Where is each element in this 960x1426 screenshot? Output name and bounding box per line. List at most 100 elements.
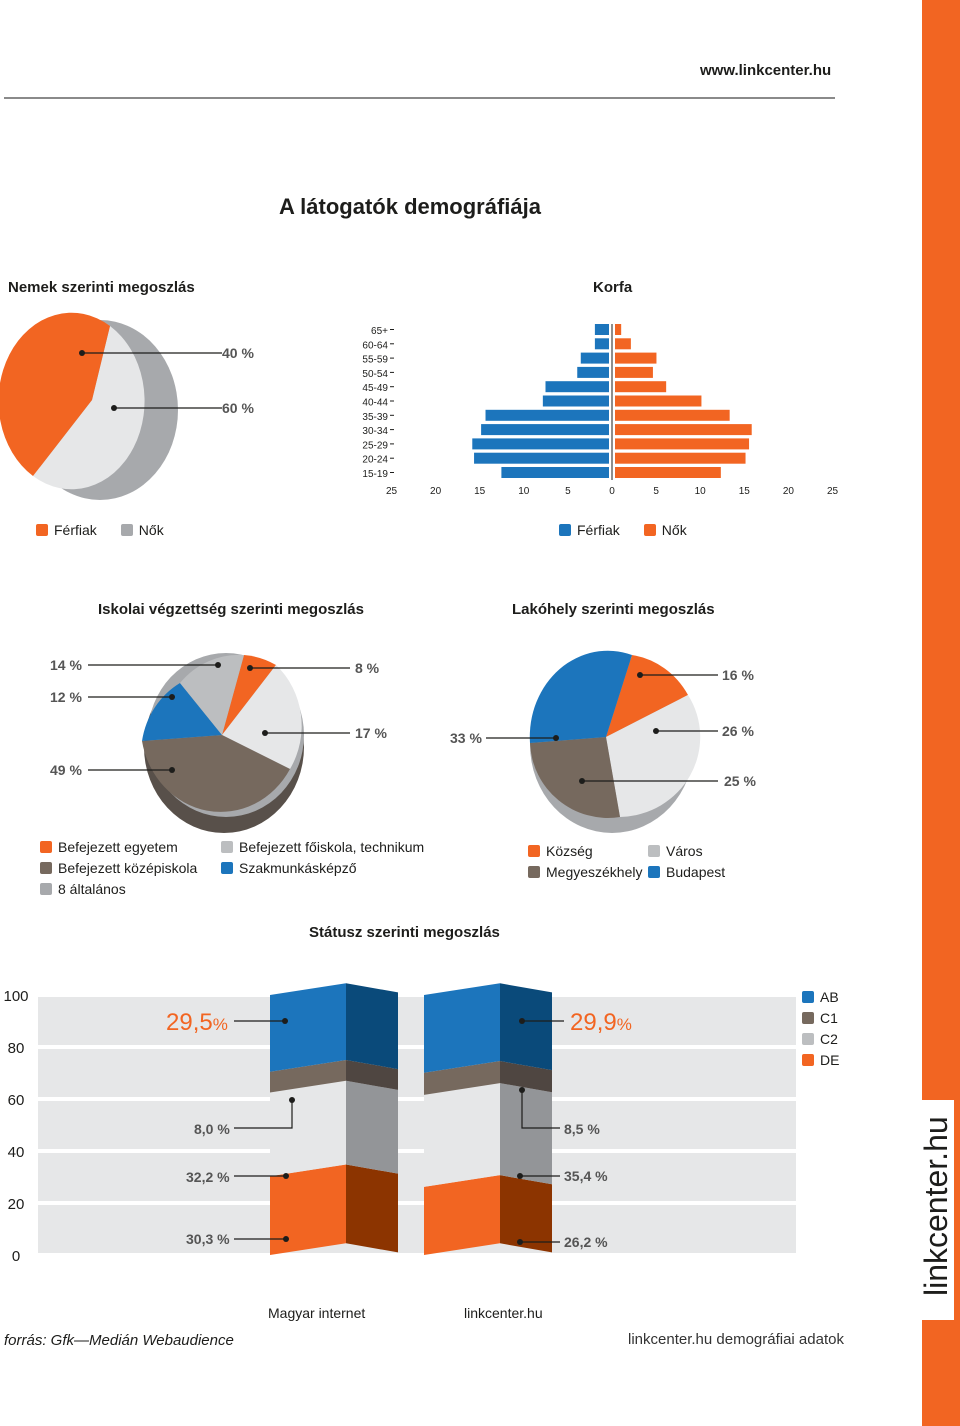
leader-dot xyxy=(283,1173,289,1179)
pyramid-category-label: 55-59 xyxy=(362,355,388,366)
legend-swatch xyxy=(802,1054,814,1066)
pyramid-bar-ferfiak xyxy=(501,467,609,478)
legend-swatch xyxy=(120,524,133,536)
pyramid-x-tick-label: 15 xyxy=(739,486,751,497)
pyramid-bar-nok xyxy=(615,338,631,350)
grid-band xyxy=(38,997,796,1045)
grid-band xyxy=(38,1153,796,1201)
pyramid-category-label: 65+ xyxy=(371,326,388,337)
legend-item: Befejezett főiskola, technikum xyxy=(221,839,424,855)
pyramid-category-label: 50-54 xyxy=(362,369,388,380)
leader-dot xyxy=(519,1018,525,1024)
legend-label: Nők xyxy=(138,522,164,538)
status-bar2-c2-label: 35,4 % xyxy=(564,1168,608,1184)
education-label-szakmunkas: 12 % xyxy=(50,689,82,705)
status-bar-side-ab xyxy=(500,983,552,1071)
legend-swatch xyxy=(802,1033,814,1045)
legend-label: Nők xyxy=(661,522,687,538)
legend-item: C2 xyxy=(802,1031,839,1047)
legend-item: Város xyxy=(648,843,703,859)
leader-dot xyxy=(169,694,175,700)
legend-swatch xyxy=(40,841,52,853)
status-bar-segment-de xyxy=(270,1164,346,1255)
legend-swatch xyxy=(648,866,660,878)
leader-dot xyxy=(579,778,585,784)
status-bar-side-c1 xyxy=(500,1061,552,1093)
pyramid-bar-ferfiak xyxy=(577,366,609,378)
leader-dot xyxy=(169,767,175,773)
gender-pie-chart: 40 % 60 % xyxy=(0,312,254,500)
pie-slice-varos xyxy=(606,695,701,817)
grid-band xyxy=(38,1049,796,1097)
leader-dot xyxy=(283,1236,289,1242)
y-tick-label: 60 xyxy=(8,1092,25,1109)
site-url[interactable]: www.linkcenter.hu xyxy=(700,62,832,79)
pyramid-bar-nok xyxy=(615,395,702,407)
y-tick-label: 40 xyxy=(8,1144,25,1161)
leader-line xyxy=(521,1090,560,1129)
pyramid-x-tick-label: 0 xyxy=(609,486,615,497)
residence-label-megyeszekhely: 25 % xyxy=(724,773,756,789)
pyramid-category-label: 45-49 xyxy=(362,383,388,394)
y-tick-label: 100 xyxy=(3,988,28,1005)
pie-slice-nok xyxy=(33,326,145,490)
pie-slice-egyetem xyxy=(222,655,276,735)
y-tick-label: 0 xyxy=(12,1248,20,1265)
legend-swatch xyxy=(528,845,540,857)
education-pie-chart: 14 % 12 % 8 % 17 % 49 % xyxy=(50,653,387,833)
leader-dot xyxy=(215,662,221,668)
pyramid-x-tick-label: 20 xyxy=(783,486,795,497)
legend-item: Község xyxy=(528,843,593,859)
residence-label-kozseg: 16 % xyxy=(722,667,754,683)
status-bar-segment-ab xyxy=(270,983,346,1072)
status-chart: 100 80 60 40 20 0 29,5% 8,0 % 32,2 % 30,3 % 2… xyxy=(3,983,796,1265)
pyramid-bar-ferfiak xyxy=(481,424,609,436)
pyramid-title: Korfa xyxy=(593,279,633,296)
legend-label: DE xyxy=(820,1052,840,1068)
status-bar1-de-label: 30,3 % xyxy=(186,1231,230,1247)
leader-dot xyxy=(79,350,85,356)
legend-swatch xyxy=(40,883,52,895)
status-bar2-name: linkcenter.hu xyxy=(464,1305,543,1321)
status-bar-side-c2 xyxy=(346,1080,398,1174)
legend-label: AB xyxy=(820,989,839,1005)
legend-item: DE xyxy=(802,1052,839,1068)
pyramid-legend: Férfiak Nők xyxy=(559,522,687,538)
pie-slice-budapest xyxy=(529,650,632,743)
leader-line xyxy=(234,1100,293,1129)
status-bar-segment-c1 xyxy=(424,1061,500,1095)
pie-slice-altalanos xyxy=(180,654,244,735)
pyramid-bar-ferfiak xyxy=(485,409,609,421)
gender-label-nok: 60 % xyxy=(222,400,254,416)
education-label-foiskola: 17 % xyxy=(355,725,387,741)
pyramid-x-tick-label: 5 xyxy=(565,486,571,497)
legend-item: Szakmunkásképző xyxy=(221,860,357,876)
y-tick-label: 20 xyxy=(8,1196,25,1213)
legend-label: Város xyxy=(666,843,703,859)
legend-label: Befejezett egyetem xyxy=(58,839,178,855)
leader-dot xyxy=(262,730,268,736)
legend-item: 8 általános xyxy=(40,881,126,897)
pyramid-bar-nok xyxy=(615,438,750,450)
legend-label: Megyeszékhely xyxy=(546,864,643,880)
legend-swatch xyxy=(36,524,48,536)
legend-item: AB xyxy=(802,989,839,1005)
leader-dot xyxy=(517,1239,523,1245)
legend-label: Szakmunkásképző xyxy=(239,860,357,876)
gender-label-ferfiak: 40 % xyxy=(222,345,254,361)
header-divider xyxy=(4,97,835,99)
status-bar1-name: Magyar internet xyxy=(268,1305,366,1321)
status-bar-segment-de xyxy=(424,1175,500,1255)
legend-swatch xyxy=(528,866,540,878)
status-bar-side-c2 xyxy=(500,1083,552,1185)
pyramid-bar-ferfiak xyxy=(594,324,609,335)
pyramid-bar-nok xyxy=(615,324,622,335)
status-bar-segment-c2 xyxy=(270,1080,346,1177)
pie-slice-foiskola xyxy=(222,665,302,769)
status-bar1-ab-value: 29,5% xyxy=(166,1009,228,1036)
pyramid-bar-ferfiak xyxy=(545,381,609,393)
legend-label: Befejezett középiskola xyxy=(58,860,198,876)
brand-tab xyxy=(888,1100,954,1320)
legend-swatch xyxy=(648,845,660,857)
pie-slice-megyeszekhely xyxy=(530,737,620,818)
